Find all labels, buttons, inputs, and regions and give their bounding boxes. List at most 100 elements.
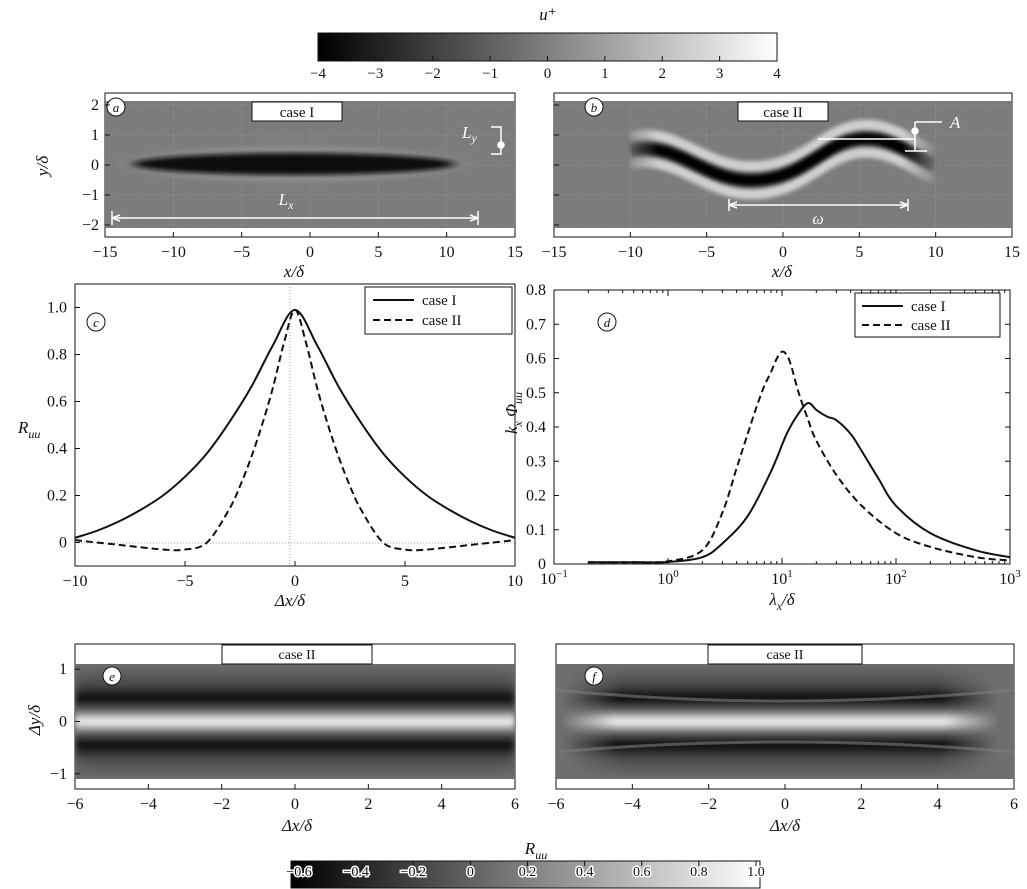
x-tick-label: −15: [541, 244, 566, 261]
y-tick-label: 0: [59, 714, 67, 731]
x-tick-label: −10: [62, 573, 87, 590]
panel-a-letter: a: [113, 100, 120, 115]
y-tick-label: 0.8: [526, 282, 546, 299]
panel-e-letter: e: [109, 669, 115, 684]
panel-a-ly-marker: [491, 126, 505, 155]
panel-e-case-box: [221, 644, 373, 665]
panel-b-xlabel: x/δ: [771, 262, 793, 281]
panel-b-amplitude-label: A: [949, 113, 961, 132]
colorbar-top-ticks: −4 −3 −2 −1 0 1 2 3 4: [310, 56, 781, 82]
x-tick-label: 5: [855, 244, 863, 261]
x-tick-label: 102: [885, 568, 907, 588]
panel-b-amplitude-marker: [818, 121, 942, 152]
panel-b-axes: −15 −10 −5 0 5 10 15: [541, 104, 1020, 261]
panel-c-xlabel: Δx/δ: [274, 591, 306, 610]
colorbar-bottom-labels: −0.6 −0.4 −0.2 0 0.2 0.4 0.6 0.8 1.0: [285, 864, 766, 882]
panel-c-axes: −10 −5 0 5 10 0 0.2 0.4 0.6 0.8 1.0: [47, 300, 523, 591]
y-tick-label: 0.6: [526, 351, 546, 368]
x-tick-label: 100: [657, 568, 679, 588]
x-tick-label: −2: [213, 796, 230, 813]
panel-f-axes: −6 −4 −2 0 2 4 6: [547, 784, 1018, 813]
x-tick-label: −2: [700, 796, 717, 813]
panel-f-xlabel: Δx/δ: [769, 816, 801, 835]
x-tick-label: 4: [438, 796, 446, 813]
panel-a-letter-circle: [106, 97, 126, 117]
colorbar-bottom-title: Ruu: [524, 839, 547, 862]
panel-e-case-label: case II: [279, 648, 316, 663]
panel-a-streak: [124, 147, 464, 181]
x-tick-label: −5: [698, 244, 715, 261]
colorbar-top-tick-label: −3: [367, 66, 383, 82]
x-tick-label: 10: [928, 244, 944, 261]
y-tick-label: 0.3: [526, 453, 546, 470]
x-tick-label: 4: [934, 796, 942, 813]
panel-c-legend: case I case II: [364, 286, 513, 335]
colorbar-bottom-tick-label: 0: [467, 865, 474, 880]
colorbar-top-tick-label: 3: [716, 66, 724, 82]
x-tick-label: −15: [92, 244, 117, 261]
y-tick-label: 1.0: [47, 300, 67, 317]
panel-c-lines: [75, 308, 515, 552]
colorbar-top-tick-label: 1: [601, 66, 609, 82]
y-tick-label: −2: [82, 217, 99, 234]
colorbar-top-title: u⁺: [539, 5, 556, 24]
x-tick-label: 0: [291, 573, 299, 590]
y-tick-label: 0.4: [526, 419, 546, 436]
panel-d-lines: [588, 350, 1010, 564]
x-tick-label: −6: [66, 796, 83, 813]
panel-e-axes: −6 −4 −2 0 2 4 6 −1 0 1: [50, 661, 519, 813]
panel-d-letter-circle: [597, 312, 617, 332]
colorbar-bottom-tick-label: 1.0: [747, 865, 765, 880]
y-tick-label: −1: [82, 187, 99, 204]
x-tick-label: −5: [176, 573, 193, 590]
y-tick-label: 1: [59, 661, 67, 678]
colorbar-bottom-gradient: [290, 860, 761, 889]
panel-e-letter-circle: [102, 666, 122, 686]
x-tick-label: 5: [401, 573, 409, 590]
x-tick-label: −4: [140, 796, 157, 813]
panel-a-lx-arrow: [111, 211, 479, 225]
x-tick-label: 10: [507, 573, 523, 590]
panel-f-case-label: case II: [767, 648, 804, 663]
panel-b-omega-arrow: [728, 199, 909, 211]
panel-b-omega-label: ω: [812, 211, 823, 228]
x-tick-label: 5: [374, 244, 382, 261]
panel-e-xlabel: Δx/δ: [281, 816, 313, 835]
series-line-case-ii: [75, 308, 515, 552]
y-tick-label: 1: [91, 127, 99, 144]
y-tick-label: 0.7: [526, 316, 546, 333]
y-tick-label: 0: [59, 535, 67, 552]
x-tick-label: −6: [547, 796, 564, 813]
y-tick-label: 0.6: [47, 394, 67, 411]
y-tick-label: 0.8: [47, 347, 67, 364]
y-tick-label: 0.2: [47, 488, 67, 505]
colorbar-bottom-tick-label: 0.4: [576, 865, 594, 880]
panel-e-field: [75, 664, 515, 779]
x-tick-label: 2: [364, 796, 372, 813]
panel-e-ylabel: Δy/δ: [25, 704, 44, 736]
x-tick-label: 0: [306, 244, 314, 261]
panel-c-ylabel: Ruu: [17, 418, 40, 441]
panel-a-case-label: case I: [280, 105, 315, 121]
x-tick-label: 6: [1010, 796, 1018, 813]
y-tick-label: 0.4: [47, 441, 67, 458]
panel-c-letter-circle: [86, 312, 106, 332]
colorbar-top-tick-label: 4: [773, 66, 781, 82]
panel-c-letter: c: [93, 315, 99, 330]
y-tick-label: 0.5: [526, 385, 546, 402]
colorbar-top-tick-label: 2: [659, 66, 667, 82]
panel-a-case-box: [251, 101, 343, 122]
x-tick-label: −10: [161, 244, 186, 261]
colorbar-top-tick-label: −1: [482, 66, 498, 82]
panel-f-letter: f: [592, 669, 598, 684]
y-tick-label: 0.1: [526, 522, 546, 539]
y-tick-label: −1: [50, 766, 67, 783]
panel-a-xlabel: x/δ: [283, 262, 305, 281]
panel-a-ylabel: y/δ: [33, 155, 52, 178]
colorbar-bottom: Ruu −0.6 −0.4 −0.2 0 0.2 0.4 0.6 0.8 1.0: [285, 839, 766, 889]
x-tick-label: 2: [857, 796, 865, 813]
panel-d-legend-case-ii: case II: [911, 318, 951, 334]
y-tick-label: 0: [91, 157, 99, 174]
colorbar-bottom-tick-label: 0.2: [519, 865, 537, 880]
